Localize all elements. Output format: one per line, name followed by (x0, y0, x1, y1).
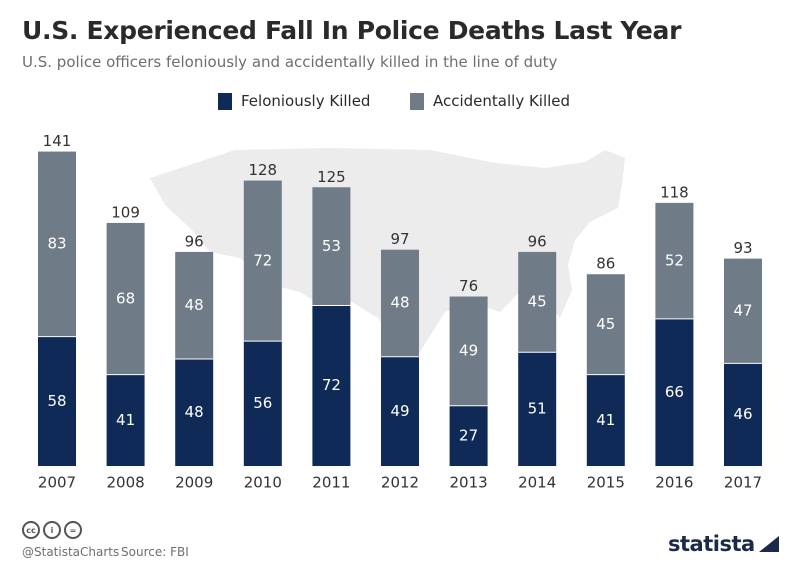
value-label-accidentally-2017: 47 (733, 302, 752, 320)
bar-feloniously-2009 (175, 358, 214, 466)
total-label-2010: 128 (248, 161, 277, 179)
x-tick-label-2014: 2014 (518, 474, 556, 492)
social-handle: @StatistaCharts (22, 545, 120, 559)
legend: Feloniously Killed Accidentally Killed (0, 92, 800, 114)
x-tick-label-2017: 2017 (724, 474, 762, 492)
bar-accidentally-2016 (655, 202, 694, 319)
value-label-feloniously-2012: 49 (390, 402, 409, 420)
value-label-accidentally-2008: 68 (116, 289, 135, 307)
bar-feloniously-2007 (38, 336, 76, 466)
value-label-feloniously-2007: 58 (47, 392, 66, 410)
x-tick-label-2011: 2011 (312, 474, 350, 492)
total-label-2009: 96 (185, 232, 204, 250)
value-label-accidentally-2013: 49 (459, 342, 478, 360)
bar-feloniously-2008 (106, 374, 145, 466)
bar-chart: 58 83 141 2007 41 68 109 2008 48 48 96 2009 56 72 128 2… (38, 132, 762, 491)
value-label-feloniously-2010: 56 (253, 394, 272, 412)
value-label-accidentally-2012: 48 (390, 294, 409, 312)
chart-subtitle: U.S. police officers feloniously and acc… (22, 53, 558, 71)
total-label-2007: 141 (43, 132, 72, 150)
bar-accidentally-2008 (106, 222, 145, 375)
bar-feloniously-2016 (655, 318, 694, 466)
bar-feloniously-2015 (586, 374, 625, 466)
value-label-feloniously-2016: 66 (665, 383, 684, 401)
x-tick-label-2007: 2007 (38, 474, 76, 492)
value-label-feloniously-2015: 41 (596, 411, 615, 429)
value-label-accidentally-2014: 45 (528, 293, 547, 311)
bar-accidentally-2010 (243, 180, 282, 342)
legend-label-accidentally: Accidentally Killed (433, 92, 571, 110)
bar-accidentally-2017 (724, 258, 762, 364)
total-label-2008: 109 (111, 203, 140, 221)
chart-title: U.S. Experienced Fall In Police Deaths L… (22, 16, 682, 45)
value-label-feloniously-2014: 51 (528, 400, 547, 418)
total-label-2012: 97 (390, 230, 409, 248)
x-tick-label-2013: 2013 (450, 474, 488, 492)
bar-accidentally-2014 (518, 251, 557, 353)
source-note: Source: FBI (121, 545, 189, 559)
value-label-feloniously-2011: 72 (322, 376, 341, 394)
bar-feloniously-2017 (724, 363, 762, 466)
total-label-2013: 76 (459, 277, 478, 295)
value-label-feloniously-2009: 48 (185, 403, 204, 421)
value-label-accidentally-2016: 52 (665, 251, 684, 269)
total-label-2017: 93 (733, 239, 752, 257)
x-tick-label-2012: 2012 (381, 474, 419, 492)
statista-logo-icon (758, 536, 779, 552)
cc-icon: cc (22, 521, 40, 539)
x-tick-label-2016: 2016 (655, 474, 693, 492)
value-label-accidentally-2010: 72 (253, 251, 272, 269)
bar-accidentally-2011 (312, 187, 351, 306)
bar-accidentally-2012 (381, 249, 419, 357)
statista-logo: statista (668, 532, 779, 556)
x-tick-label-2010: 2010 (244, 474, 282, 492)
value-label-accidentally-2011: 53 (322, 237, 341, 255)
bar-accidentally-2013 (449, 296, 488, 406)
total-label-2011: 125 (317, 168, 346, 186)
bar-feloniously-2011 (312, 305, 351, 466)
x-tick-label-2008: 2008 (107, 474, 145, 492)
bar-feloniously-2014 (518, 352, 557, 466)
bars-layer: 58 83 141 2007 41 68 109 2008 48 48 96 2009 56 72 128 2… (38, 132, 762, 491)
x-tick-label-2015: 2015 (587, 474, 625, 492)
total-label-2015: 86 (596, 255, 615, 273)
value-label-accidentally-2009: 48 (185, 296, 204, 314)
legend-swatch-feloniously (218, 92, 232, 110)
bar-feloniously-2012 (381, 356, 419, 466)
equals-icon: = (64, 521, 82, 539)
total-label-2016: 118 (660, 183, 689, 201)
legend-label-feloniously: Feloniously Killed (241, 92, 371, 110)
bar-accidentally-2015 (586, 274, 625, 375)
bar-feloniously-2010 (243, 341, 282, 466)
person-icon: i (43, 521, 61, 539)
bar-accidentally-2009 (175, 251, 214, 359)
legend-item-accidentally: Accidentally Killed (410, 92, 570, 110)
legend-swatch-accidentally (410, 92, 424, 110)
brand-wordmark: statista (668, 532, 755, 556)
bar-feloniously-2013 (449, 405, 488, 466)
bar-accidentally-2007 (38, 151, 76, 337)
license-icons: cc i = (22, 521, 82, 539)
value-label-feloniously-2013: 27 (459, 426, 478, 444)
value-label-feloniously-2008: 41 (116, 411, 135, 429)
value-label-feloniously-2017: 46 (733, 405, 752, 423)
legend-item-feloniously: Feloniously Killed (218, 92, 370, 110)
value-label-accidentally-2007: 83 (47, 235, 66, 253)
total-label-2014: 96 (528, 232, 547, 250)
value-label-accidentally-2015: 45 (596, 315, 615, 333)
x-tick-label-2009: 2009 (175, 474, 213, 492)
